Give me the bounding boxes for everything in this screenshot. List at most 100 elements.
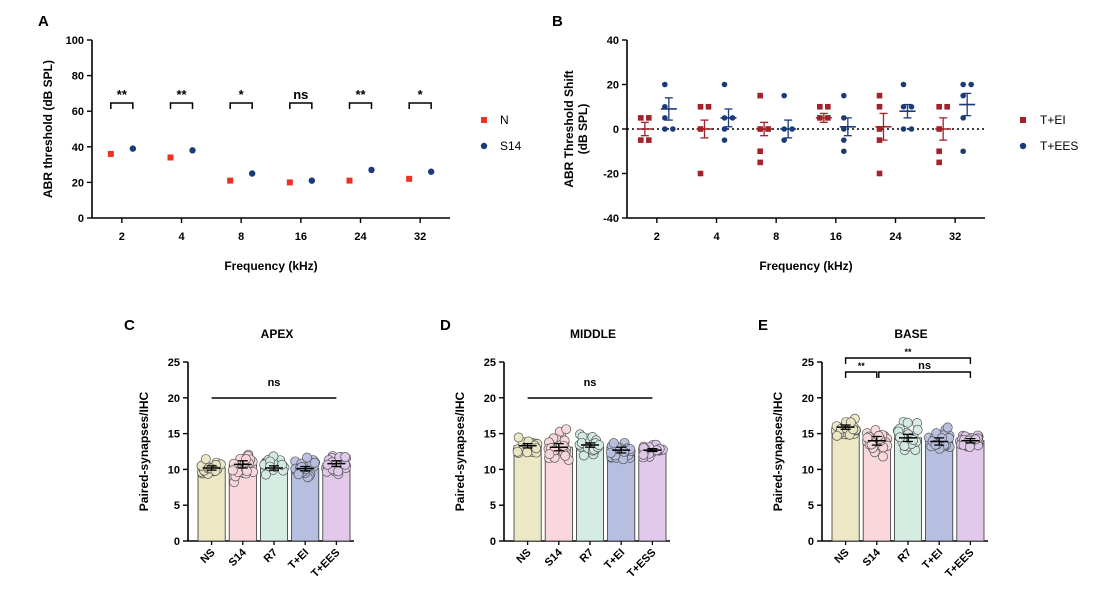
data-point-s14 <box>561 424 572 435</box>
data-point-ns <box>512 446 523 457</box>
y-tick-label: 40 <box>607 35 619 47</box>
panel-letter-d: D <box>440 317 451 334</box>
x-axis-label: Frequency (kHz) <box>224 259 317 273</box>
legend-marker-t-ees <box>1019 142 1027 150</box>
significance-bracket <box>844 357 972 364</box>
data-point-r7 <box>912 424 923 435</box>
y-tick-label: 5 <box>808 500 814 512</box>
legend-label-t-ei: T+EI <box>1040 113 1066 127</box>
data-point-t-ees <box>960 92 966 99</box>
x-tick-label: T+EI <box>286 547 311 572</box>
legend-label-s14: S14 <box>500 139 522 153</box>
significance-bracket <box>844 371 878 378</box>
y-tick-label: -20 <box>603 169 619 181</box>
x-tick-label: R7 <box>578 547 596 565</box>
data-point-t-ei <box>757 148 763 155</box>
y-tick-label: 100 <box>66 35 84 47</box>
y-tick-label: 10 <box>168 464 180 476</box>
data-point-t-ees <box>333 466 344 477</box>
data-point-t-ees <box>900 81 907 88</box>
data-point-ns <box>513 432 524 443</box>
data-point-t-ei <box>757 92 763 99</box>
bar-r7 <box>894 437 923 542</box>
significance-label: * <box>418 87 424 102</box>
y-tick-label: 5 <box>490 500 496 512</box>
significance-label: ** <box>117 87 128 102</box>
x-tick-label: NS <box>514 547 533 566</box>
significance-label: * <box>239 87 245 102</box>
x-tick-label: T+EES <box>943 547 976 580</box>
significance-bracket <box>878 371 972 378</box>
significance-label: ** <box>904 347 912 357</box>
data-point-s14 <box>241 466 252 477</box>
y-tick-label: 60 <box>72 106 84 118</box>
y-axis-label: (dB SPL) <box>576 104 590 155</box>
data-point-t-ei <box>697 170 704 177</box>
data-point-t-ees <box>662 103 668 110</box>
data-point-s14 <box>427 168 435 175</box>
x-tick-label: 8 <box>773 231 779 243</box>
data-point-t-ei <box>646 137 652 143</box>
data-point-s14 <box>560 450 571 461</box>
legend-marker-t-ei <box>1020 117 1026 123</box>
x-tick-label: 32 <box>949 231 961 243</box>
significance-bracket <box>169 102 194 109</box>
data-point-t-ees <box>960 81 966 88</box>
data-point-t-ei <box>936 103 942 110</box>
x-tick-label: S14 <box>227 546 250 569</box>
data-point-r7 <box>277 459 287 470</box>
x-tick-label: 2 <box>654 231 660 243</box>
significance-label: ** <box>176 87 187 102</box>
x-tick-label: 24 <box>354 231 367 243</box>
significance-bracket <box>289 102 313 109</box>
data-point-t-ei <box>876 170 883 177</box>
y-axis-label: Paired-synapses/IHC <box>771 391 785 511</box>
data-point-t-ees <box>781 92 787 99</box>
data-point-t-ees <box>960 115 966 121</box>
x-tick-label: R7 <box>262 547 280 565</box>
x-tick-label: 8 <box>238 231 244 243</box>
data-point-t-ees <box>662 115 668 121</box>
legend-marker-s14 <box>480 142 488 150</box>
data-point-t-ei <box>817 103 823 110</box>
data-point-n <box>227 177 234 184</box>
data-point-t-ees <box>662 126 668 132</box>
bar-t-ees <box>956 440 985 542</box>
data-point-s14 <box>308 177 316 184</box>
legend-label-n: N <box>500 113 509 127</box>
y-tick-label: 25 <box>802 357 814 369</box>
data-point-t-ees <box>841 92 847 99</box>
y-tick-label: 25 <box>168 357 180 369</box>
data-point-n <box>286 179 293 186</box>
panel-letter-a: A <box>38 13 49 30</box>
x-tick-label: NS <box>832 547 851 566</box>
data-point-t-ees <box>900 126 907 132</box>
data-point-t-ei <box>608 438 619 449</box>
data-point-t-ees <box>960 148 966 155</box>
data-point-t-ei <box>942 422 953 433</box>
panel-letter-e: E <box>758 317 768 334</box>
chart-title: APEX <box>261 327 294 341</box>
y-axis-label: ABR Threshold Shift <box>562 70 576 187</box>
data-point-s14 <box>227 465 238 476</box>
data-point-t-ees <box>908 103 915 110</box>
y-tick-label: 20 <box>484 393 496 405</box>
x-tick-label: T+ESS <box>625 547 658 580</box>
data-point-t-ei <box>638 137 644 143</box>
data-point-r7 <box>902 417 913 428</box>
bar-ns <box>197 467 226 542</box>
x-tick-label: 4 <box>713 231 720 243</box>
panel-letter-b: B <box>552 13 563 30</box>
x-tick-label: T+EES <box>309 547 342 580</box>
y-tick-label: 20 <box>72 177 84 189</box>
y-tick-label: 15 <box>484 429 496 441</box>
data-point-t-ei <box>936 148 942 155</box>
x-tick-label: S14 <box>861 546 884 569</box>
significance-label: ns <box>293 87 308 102</box>
x-tick-label: 32 <box>414 231 426 243</box>
data-point-t-ees <box>322 459 333 470</box>
data-point-t-ees <box>721 126 728 132</box>
bar-t-ei <box>925 441 954 542</box>
bar-t-ess <box>638 449 667 542</box>
